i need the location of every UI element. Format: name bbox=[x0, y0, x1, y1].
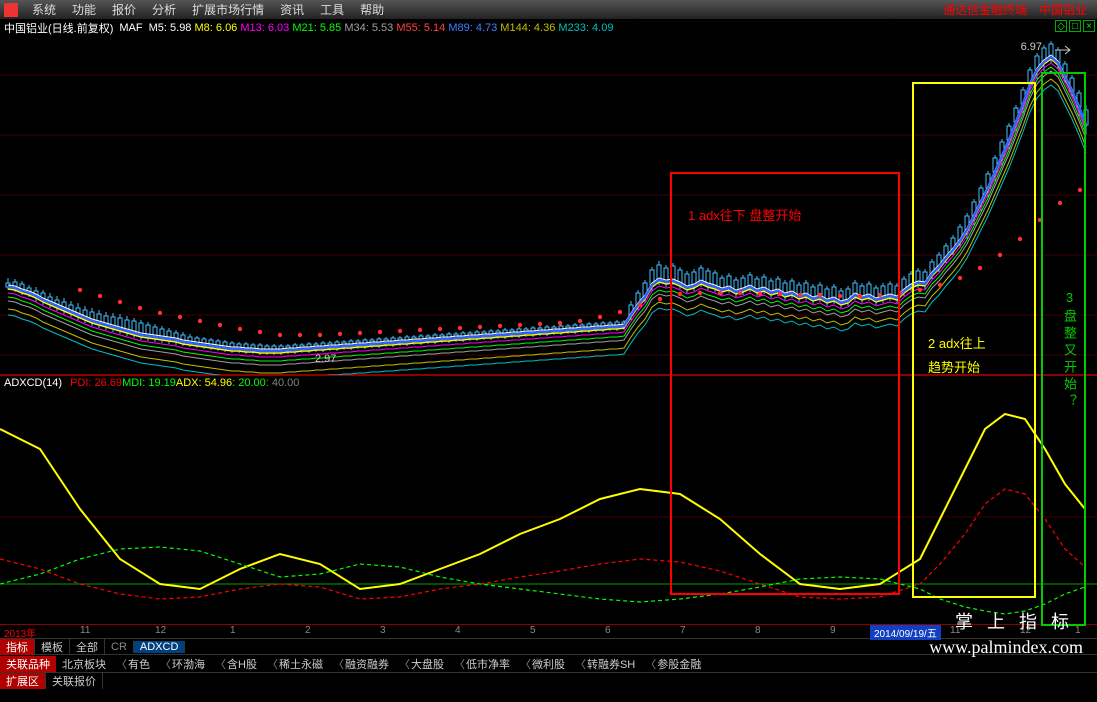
indicator-tab-CR[interactable]: CR bbox=[105, 641, 134, 653]
ma-value: M55: 5.14 bbox=[396, 22, 445, 34]
menu-帮助[interactable]: 帮助 bbox=[352, 3, 392, 17]
related-大盘股[interactable]: 大盘股 bbox=[394, 656, 449, 672]
related-有色[interactable]: 有色 bbox=[111, 656, 155, 672]
extension-tabbar: 扩展区关联报价 bbox=[0, 672, 1097, 688]
time-tick: 2 bbox=[305, 625, 311, 636]
ma-value: M21: 5.85 bbox=[292, 22, 341, 34]
low-price-label: 2.97 bbox=[315, 353, 336, 365]
tab1-指标[interactable]: 指标 bbox=[0, 639, 35, 655]
time-tick: 1 bbox=[1075, 625, 1081, 636]
time-tick: 9 bbox=[830, 625, 836, 636]
menu-功能[interactable]: 功能 bbox=[64, 3, 104, 17]
win-button[interactable]: □ bbox=[1069, 20, 1081, 32]
related-融资融券[interactable]: 融资融券 bbox=[328, 656, 394, 672]
time-axis: 2013年 1112123456789111212014/09/19/五 bbox=[0, 624, 1097, 638]
adx-value: : 40.00 bbox=[266, 377, 300, 389]
ma-value: M8: 6.06 bbox=[195, 22, 238, 34]
related-含H股[interactable]: 含H股 bbox=[210, 656, 262, 672]
indicator-tab-ADXCD[interactable]: ADXCD bbox=[134, 641, 186, 653]
ma-value: M233: 4.09 bbox=[558, 22, 613, 34]
ma-value: M5: 5.98 bbox=[149, 22, 192, 34]
time-tick: 1 bbox=[230, 625, 236, 636]
maf-label: MAF bbox=[119, 22, 142, 34]
menu-扩展市场行情[interactable]: 扩展市场行情 bbox=[184, 3, 272, 17]
adx-chart-svg bbox=[0, 389, 1097, 624]
ma-value: M34: 5.53 bbox=[344, 22, 393, 34]
adx-title: ADXCD(14) bbox=[4, 377, 62, 389]
annotation-text-2a: 2 adx往上 bbox=[928, 333, 986, 352]
related-微利股[interactable]: 微利股 bbox=[515, 656, 570, 672]
time-tick: 12 bbox=[155, 625, 166, 636]
adx-value: PDI: 26.69 bbox=[70, 377, 122, 389]
related-参股金融[interactable]: 参股金融 bbox=[640, 656, 706, 672]
win-button[interactable]: × bbox=[1083, 20, 1095, 32]
menu-资讯[interactable]: 资讯 bbox=[272, 3, 312, 17]
ma-value: M89: 4.73 bbox=[448, 22, 497, 34]
time-tick: 6 bbox=[605, 625, 611, 636]
related-北京板块[interactable]: 北京板块 bbox=[56, 656, 111, 672]
brand-stock: 中国铝业 bbox=[1033, 1, 1093, 18]
adx-value: MDI: 19.19 bbox=[122, 377, 176, 389]
chart-title: 中国铝业(日线.前复权) bbox=[4, 20, 113, 36]
time-tick: 11 bbox=[950, 625, 960, 636]
chart-header: 中国铝业(日线.前复权) MAF M5: 5.98 M8: 6.06 M13: … bbox=[0, 20, 1097, 35]
related-tabbar: 关联品种北京板块有色环渤海含H股稀土永磁融资融券大盘股低市净率微利股转融券SH参… bbox=[0, 654, 1097, 672]
win-button[interactable]: ◇ bbox=[1055, 20, 1067, 32]
tab3-关联报价[interactable]: 关联报价 bbox=[46, 673, 103, 689]
adx-value: ADX: 54.96 bbox=[176, 377, 232, 389]
time-tick: 7 bbox=[680, 625, 686, 636]
annotation-text-1: 1 adx往下 盘整开始 bbox=[688, 205, 801, 224]
related-低市净率[interactable]: 低市净率 bbox=[449, 656, 515, 672]
tab3-扩展区[interactable]: 扩展区 bbox=[0, 673, 46, 689]
tab1-模板[interactable]: 模板 bbox=[35, 639, 70, 655]
annotation-text-3: 3盘整又开始？ bbox=[1060, 290, 1079, 411]
adx-value: : 20.00 bbox=[232, 377, 266, 389]
brand-terminal: 通达信金融终端 bbox=[937, 1, 1033, 18]
year-label: 2013年 bbox=[4, 625, 36, 640]
tab1-全部[interactable]: 全部 bbox=[70, 639, 105, 655]
time-tick: 12 bbox=[1020, 625, 1031, 636]
main-chart-svg bbox=[0, 35, 1097, 375]
main-chart-panel[interactable]: 6.97 2.97 bbox=[0, 35, 1097, 375]
ma-value: M13: 6.03 bbox=[240, 22, 289, 34]
menu-分析[interactable]: 分析 bbox=[144, 3, 184, 17]
related-lead[interactable]: 关联品种 bbox=[0, 656, 56, 672]
current-date-box: 2014/09/19/五 bbox=[870, 625, 941, 640]
adx-chart-panel[interactable] bbox=[0, 389, 1097, 624]
annotation-text-2b: 趋势开始 bbox=[928, 357, 980, 376]
indicator-tabbar: 指标模板全部CRADXCD bbox=[0, 638, 1097, 654]
time-tick: 11 bbox=[80, 625, 90, 636]
menu-报价[interactable]: 报价 bbox=[104, 3, 144, 17]
time-tick: 4 bbox=[455, 625, 461, 636]
menu-工具[interactable]: 工具 bbox=[312, 3, 352, 17]
time-tick: 3 bbox=[380, 625, 386, 636]
related-转融券SH[interactable]: 转融券SH bbox=[570, 656, 640, 672]
high-price-label: 6.97 bbox=[1021, 41, 1042, 53]
app-logo-icon bbox=[4, 3, 18, 17]
window-controls: ◇□× bbox=[1055, 20, 1095, 32]
menu-系统[interactable]: 系统 bbox=[24, 3, 64, 17]
ma-value: M144: 4.36 bbox=[500, 22, 555, 34]
adx-header: ADXCD(14) PDI: 26.69MDI: 19.19ADX: 54.96… bbox=[0, 375, 1097, 389]
related-稀土永磁[interactable]: 稀土永磁 bbox=[262, 656, 328, 672]
time-tick: 8 bbox=[755, 625, 761, 636]
time-tick: 5 bbox=[530, 625, 536, 636]
menubar: 系统功能报价分析扩展市场行情资讯工具帮助 通达信金融终端 中国铝业 bbox=[0, 0, 1097, 20]
related-环渤海[interactable]: 环渤海 bbox=[155, 656, 210, 672]
